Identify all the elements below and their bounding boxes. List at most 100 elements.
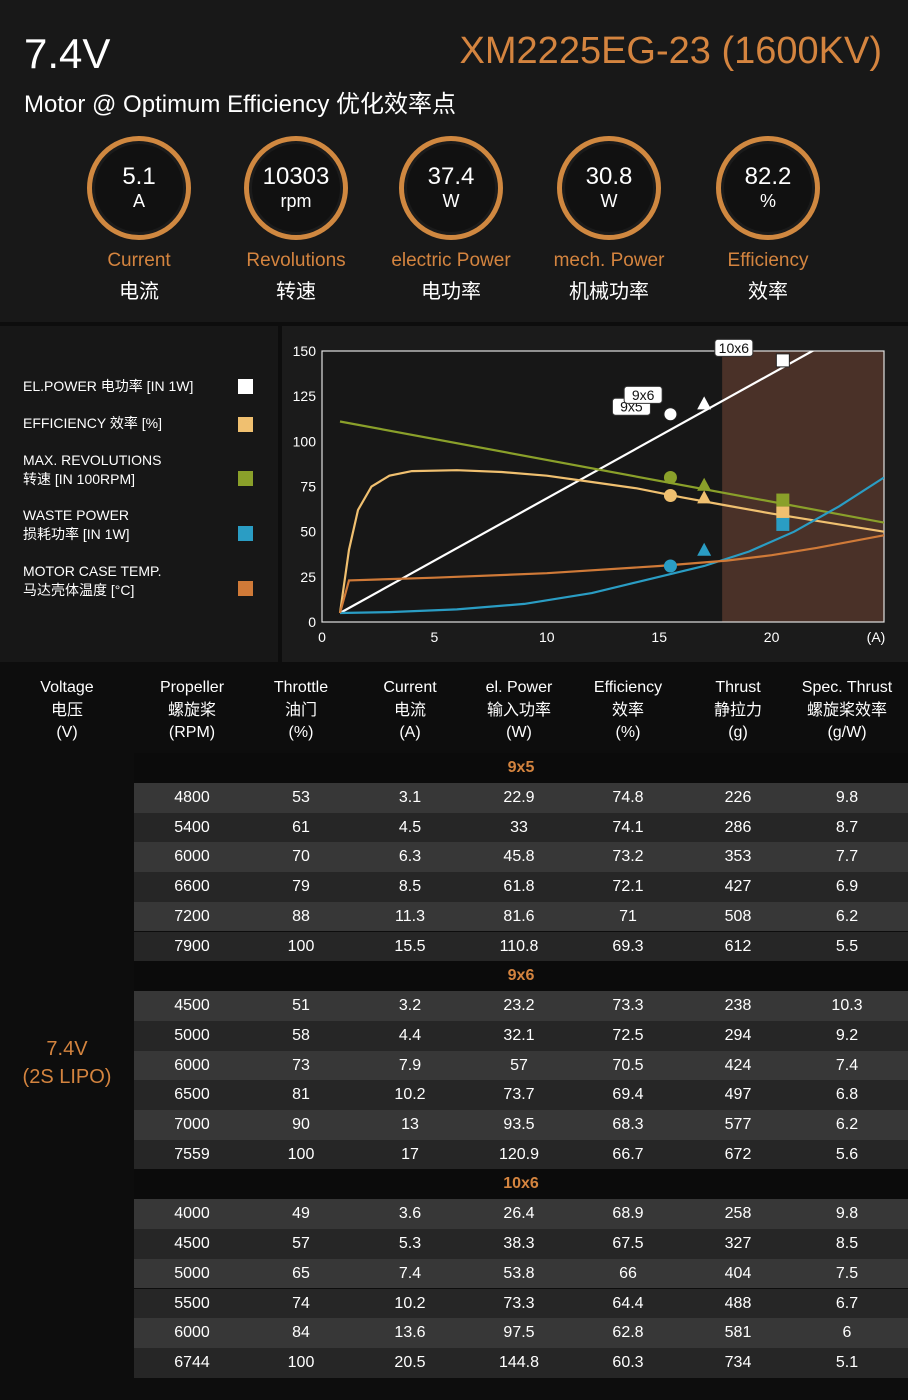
performance-table: Voltage 电压 (V) Propeller 螺旋桨 (RPM) Throttle 油门 (… [0, 665, 908, 1400]
table-cell: 6.2 [835, 907, 859, 925]
metric-label-cn: 机械功率 [569, 281, 649, 303]
table-cell: 64.4 [612, 1294, 644, 1312]
group-header: 9x5 [134, 753, 908, 783]
table-cell: 6.3 [398, 848, 422, 866]
metric-label-cn: 电流 [119, 281, 159, 303]
column-header: Spec. Thrust 螺旋桨效率 (g/W) [782, 677, 908, 745]
table-cell: 45.8 [503, 848, 535, 866]
table-cell: 508 [724, 907, 752, 925]
table-cell: 71 [619, 907, 637, 925]
marker-square [776, 517, 790, 531]
table-cell: 258 [724, 1205, 752, 1223]
header-line: (W) [506, 724, 532, 741]
header-line: (A) [399, 724, 421, 741]
table-row: 6744 100 20.5 144.8 60.3 734 5.1 [134, 1347, 908, 1378]
metric-efficiency: 82.2 % Efficiency 效率 [693, 136, 843, 304]
table-cell: 9.8 [835, 1205, 859, 1223]
table-cell: 5.5 [835, 937, 859, 955]
table-cell: 327 [724, 1235, 752, 1253]
table-cell: 13 [401, 1116, 419, 1133]
table-cell: 4.4 [398, 1026, 422, 1044]
table-cell: 17 [401, 1145, 419, 1163]
table-cell: 53 [292, 789, 310, 806]
column-header: Propeller 螺旋桨 (RPM) [127, 677, 257, 745]
table-cell: 612 [724, 937, 752, 955]
table-cell: 69.4 [612, 1086, 644, 1104]
y-tick-label: 75 [300, 479, 316, 495]
x-tick-label: 5 [431, 629, 439, 645]
header-line: el. Power [485, 679, 553, 696]
metric-label-cn: 电功率 [421, 281, 481, 303]
marker-triangle [697, 490, 712, 504]
table-cell: 11.3 [395, 907, 425, 925]
table-cell: 67.5 [612, 1235, 644, 1253]
marker-circle [663, 470, 677, 484]
table-row: 6500 81 10.2 73.7 69.4 497 6.8 [134, 1080, 908, 1110]
legend-max-revolutions: MAX. REVOLUTIONS 转速 [IN 100RPM] [23, 451, 161, 489]
table-cell: 488 [724, 1294, 752, 1312]
metric-label-en: Efficiency [727, 250, 809, 271]
marker-triangle [697, 477, 712, 491]
table-cell: 73.2 [612, 848, 644, 866]
table-cell: 73.3 [503, 1294, 535, 1312]
header-line: Propeller [159, 679, 225, 696]
metric-label-cn: 效率 [748, 281, 788, 303]
header-line: (%) [288, 724, 314, 741]
table-cell: 26.4 [503, 1205, 535, 1223]
table-cell: 424 [724, 1056, 752, 1074]
header-line: 螺旋桨效率 [806, 701, 887, 719]
voltage-line: 7.4V [46, 1038, 88, 1060]
marker-label: 10x6 [719, 340, 750, 356]
y-tick-label: 0 [308, 614, 316, 630]
metric-current: 5.1 A Current 电流 [64, 136, 214, 304]
table-cell: 8.5 [398, 878, 422, 896]
table-cell: 427 [724, 878, 752, 896]
table-cell: 7000 [174, 1116, 210, 1133]
table-cell: 10.3 [831, 997, 863, 1015]
table-cell: 74.8 [612, 789, 644, 806]
table-cell: 100 [287, 937, 315, 955]
table-cell: 404 [724, 1264, 752, 1282]
table-cell: 8.5 [835, 1235, 859, 1253]
table-cell: 4.5 [398, 818, 422, 836]
table-row: 6000 73 7.9 57 70.5 424 7.4 [134, 1050, 908, 1081]
table-cell: 81.6 [503, 907, 535, 925]
table-cell: 68.3 [612, 1116, 644, 1133]
column-header: el. Power 输入功率 (W) [454, 677, 584, 745]
table-cell: 72.1 [612, 878, 644, 896]
table-cell: 5.3 [398, 1235, 422, 1253]
table-cell: 73.7 [503, 1086, 535, 1104]
metric-value: 5.1 [122, 163, 156, 190]
y-tick-label: 150 [293, 343, 317, 359]
table-cell: 5000 [174, 1026, 210, 1044]
x-tick-label: 15 [651, 629, 667, 645]
table-cell: 7900 [174, 937, 210, 955]
table-row: 7559 100 17 120.9 66.7 672 5.6 [134, 1139, 908, 1170]
header-line: 静拉力 [713, 701, 762, 719]
header-line: Throttle [273, 679, 329, 696]
table-row: 6600 79 8.5 61.8 72.1 427 6.9 [134, 872, 908, 902]
metric-revolutions: 10303 rpm Revolutions 转速 [221, 136, 371, 304]
table-cell: 3.2 [398, 997, 422, 1015]
metric-label-en: Current [107, 250, 171, 271]
table-cell: 93.5 [503, 1116, 535, 1133]
column-header: Thrust 静拉力 (g) [673, 677, 803, 745]
legend-label: EFFICIENCY 效率 [%] [23, 415, 162, 431]
table-cell: 9.2 [835, 1026, 859, 1044]
marker-circle [663, 489, 677, 503]
table-cell: 4800 [174, 789, 210, 806]
column-header: Throttle 油门 (%) [236, 677, 366, 745]
header-panel: 7.4V XM2225EG-23 (1600KV) Motor @ Optimu… [0, 0, 908, 322]
x-tick-label: 0 [318, 629, 326, 645]
table-cell: 61 [292, 818, 310, 836]
legend-el-power: EL.POWER 电功率 [IN 1W] [23, 377, 193, 396]
header-line: Voltage [40, 679, 94, 696]
table-cell: 15.5 [394, 937, 426, 955]
table-cell: 9.8 [835, 789, 859, 806]
metric-value: 37.4 [427, 163, 475, 190]
table-cell: 73.3 [612, 997, 644, 1015]
marker-triangle [697, 396, 712, 410]
table-cell: 97.5 [503, 1324, 535, 1342]
header-line: 输入功率 [486, 701, 551, 719]
